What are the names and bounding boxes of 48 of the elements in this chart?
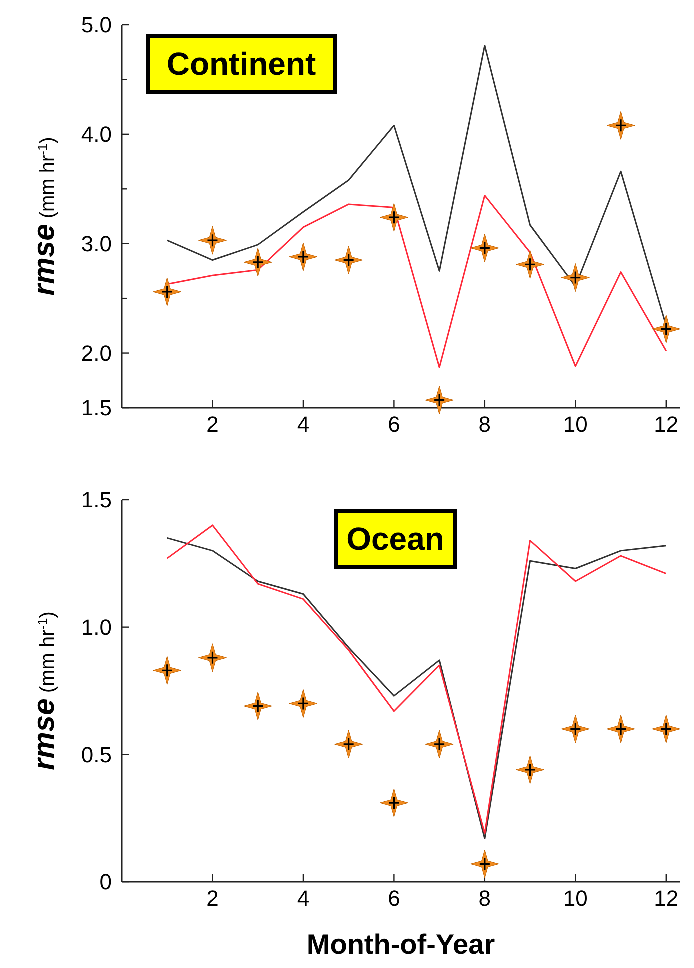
- x-tick-label: 6: [388, 886, 400, 911]
- point: [516, 756, 545, 784]
- y-tick-label: 0.5: [81, 742, 112, 768]
- y-tick-label: 3.0: [81, 232, 112, 257]
- x-axis-title: Month-of-Year: [306, 929, 496, 960]
- x-tick-label: 6: [388, 412, 400, 437]
- y-tick-label: 0: [100, 870, 112, 895]
- x-tick-label: 8: [478, 412, 492, 437]
- point: [606, 714, 636, 744]
- point: [289, 689, 318, 718]
- point: [334, 246, 364, 275]
- point: [380, 203, 408, 232]
- text: Ocean: [346, 521, 444, 557]
- y-tick-label: 1.5: [81, 488, 112, 513]
- point: [244, 692, 272, 721]
- point: [561, 714, 590, 744]
- point: [516, 250, 545, 279]
- y-tick-label: 1.0: [81, 615, 112, 640]
- point: [334, 730, 364, 759]
- point: [425, 386, 454, 415]
- point: [606, 111, 636, 140]
- point: [652, 314, 681, 344]
- point: [153, 656, 182, 685]
- point: [153, 278, 182, 306]
- point: [198, 644, 227, 672]
- text: Continent: [166, 46, 316, 82]
- point: [289, 242, 318, 272]
- y-tick-label: 1.5: [81, 396, 112, 421]
- point: [470, 234, 500, 262]
- y-tick-label: 2.0: [81, 340, 112, 366]
- x-tick-label: 8: [478, 886, 492, 911]
- point: [561, 264, 590, 292]
- y-tick-label: 5.0: [81, 12, 112, 38]
- x-tick-label: 12: [654, 886, 679, 911]
- x-tick-label: 10: [563, 886, 588, 911]
- point: [198, 226, 227, 255]
- y-tick-label: 4.0: [81, 122, 112, 148]
- point: [470, 850, 500, 878]
- x-tick-label: 10: [563, 412, 588, 437]
- x-tick-label: 4: [297, 412, 310, 437]
- point: [244, 248, 272, 277]
- x-tick-label: 2: [206, 412, 219, 437]
- point: [652, 714, 681, 744]
- x-tick-label: 4: [297, 886, 310, 911]
- x-tick-label: 12: [654, 412, 679, 437]
- x-tick-label: 2: [206, 886, 219, 911]
- point: [425, 730, 454, 759]
- point: [380, 788, 408, 818]
